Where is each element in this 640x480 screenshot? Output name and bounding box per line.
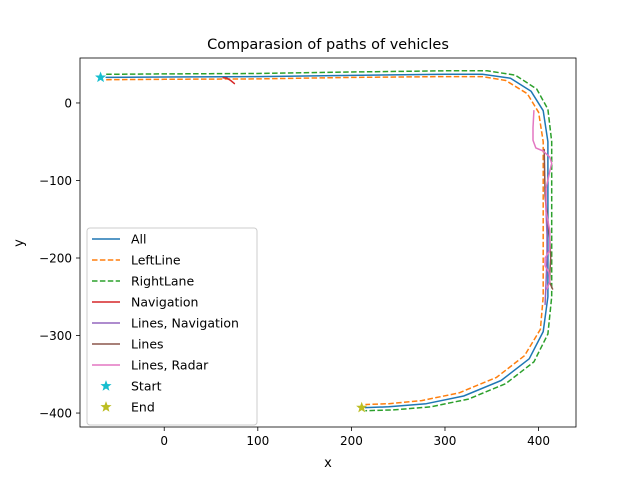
x-tick-label: 100 <box>246 434 269 448</box>
plot-area <box>79 57 577 428</box>
series-line-all <box>105 73 549 409</box>
series-line-navigation <box>222 77 236 85</box>
series-group <box>105 70 554 412</box>
legend-swatch <box>100 380 112 391</box>
x-tick-label: 200 <box>340 434 363 448</box>
x-tick-label: 300 <box>434 434 457 448</box>
y-axis: 0 −100 −200 −300 −400 <box>39 96 80 421</box>
y-axis-label: y <box>12 239 27 247</box>
x-tick-label: 400 <box>527 434 550 448</box>
series-line-rightlane <box>106 70 553 412</box>
legend: All LeftLine RightLane Navigation Lines, Nav… <box>86 227 258 426</box>
x-tick-label: 0 <box>160 434 168 448</box>
legend-label: Navigation <box>131 295 198 310</box>
legend-label: RightLane <box>131 274 194 289</box>
y-tick-label: −400 <box>39 407 72 421</box>
y-tick-label: −300 <box>39 329 72 343</box>
legend-swatch <box>100 401 112 412</box>
legend-label: All <box>131 232 147 247</box>
y-tick-label: −200 <box>39 252 72 266</box>
plot-frame <box>79 57 577 428</box>
legend-label: End <box>131 400 155 415</box>
y-tick-label: 0 <box>64 96 72 110</box>
legend-label: Lines, Navigation <box>131 316 239 331</box>
legend-label: Start <box>131 379 162 394</box>
y-tick-label: −100 <box>39 174 72 188</box>
chart-title: Comparasion of paths of vehicles <box>207 37 449 53</box>
legend-box <box>86 227 258 426</box>
legend-label: LeftLine <box>131 253 181 268</box>
marker-end <box>356 401 368 413</box>
legend-label: Lines <box>131 337 164 352</box>
series-line-leftline <box>106 75 544 406</box>
marker-start <box>95 71 107 83</box>
x-axis-label: x <box>324 456 332 471</box>
series-line-lines-radar <box>532 109 553 290</box>
x-axis: 0 100 200 300 400 <box>160 427 550 448</box>
legend-label: Lines, Radar <box>131 358 209 373</box>
